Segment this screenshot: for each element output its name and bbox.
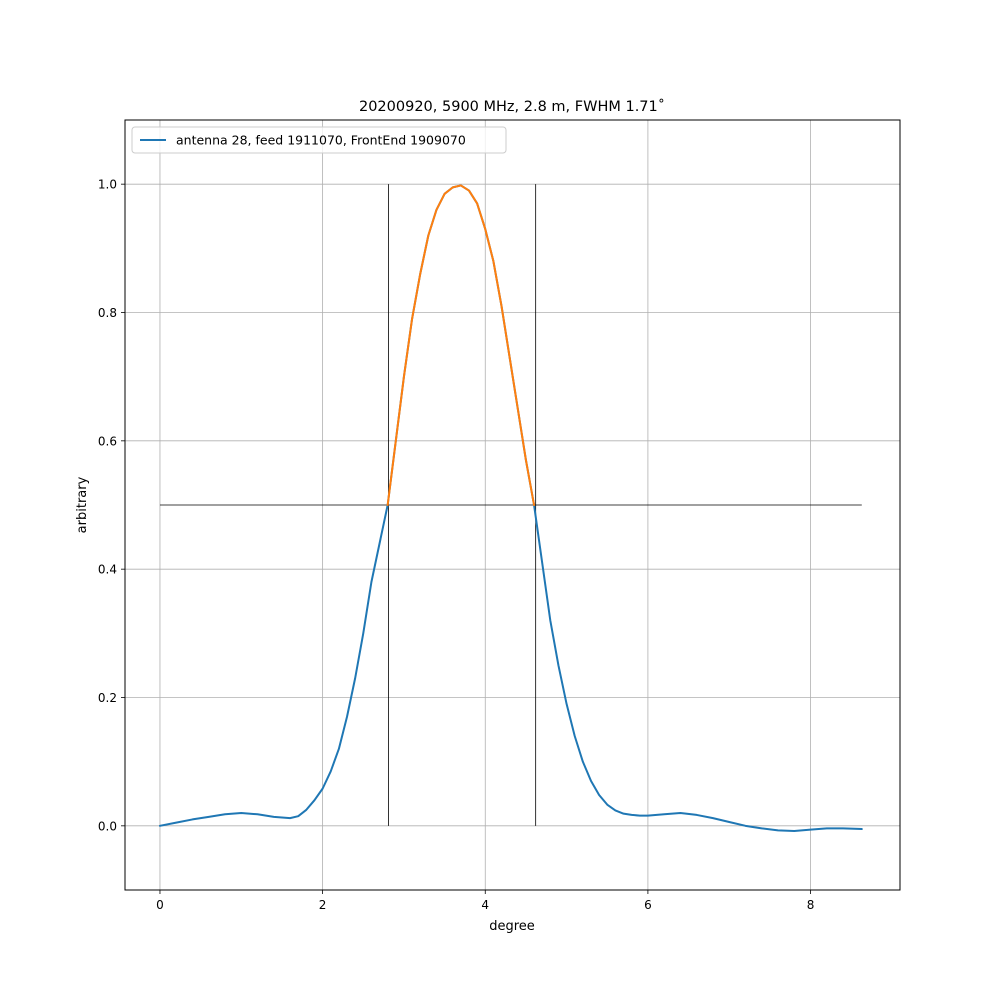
y-tick-label: 0.6: [98, 434, 117, 448]
y-tick-label: 0.0: [98, 819, 117, 833]
plot-frame: [124, 119, 901, 891]
grid: [125, 120, 900, 890]
x-tick-label: 8: [807, 898, 815, 912]
legend-label: antenna 28, feed 1911070, FrontEnd 19090…: [176, 133, 466, 148]
x-axis-label: degree: [489, 919, 535, 934]
x-tick-label: 6: [644, 898, 652, 912]
y-tick-label: 0.2: [98, 691, 117, 705]
y-tick-label: 1.0: [98, 178, 117, 192]
fwhm-segment-line: [386, 184, 536, 506]
chart-title: 20200920, 5900 MHz, 2.8 m, FWHM 1.71˚: [359, 98, 665, 115]
x-tick-label: 2: [319, 898, 327, 912]
y-tick-label: 0.8: [98, 306, 117, 320]
legend: antenna 28, feed 1911070, FrontEnd 19090…: [131, 126, 507, 154]
y-tick-label: 0.4: [98, 563, 117, 577]
y-axis-label: arbitrary: [75, 476, 90, 533]
x-tick-label: 0: [156, 898, 164, 912]
legend-box: [131, 126, 507, 154]
axis-ticks: 0 2 4 6 8 0.0 0.2 0.4 0.6 0.8 1.0: [98, 178, 814, 912]
series-lines: [158, 184, 863, 832]
x-tick-label: 4: [481, 898, 489, 912]
